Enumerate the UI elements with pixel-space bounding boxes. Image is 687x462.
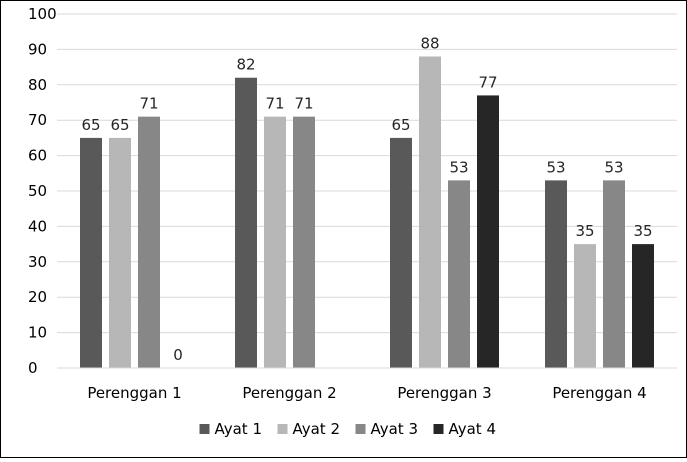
- y-tick-label: 10: [28, 324, 47, 342]
- legend-label: Ayat 4: [449, 420, 497, 438]
- gridlines: [57, 13, 677, 334]
- y-tick-label: 60: [28, 147, 47, 165]
- y-tick-label: 90: [28, 40, 47, 58]
- bar: [477, 95, 499, 369]
- y-tick-label: 20: [28, 288, 47, 306]
- y-tick-label: 0: [28, 359, 38, 377]
- data-label: 65: [391, 116, 410, 134]
- bars: [80, 56, 654, 369]
- bar: [109, 137, 131, 368]
- data-label: 0: [173, 346, 183, 364]
- x-tick-label: Perenggan 1: [87, 384, 181, 402]
- data-label: 71: [139, 95, 158, 113]
- y-tick-label: 100: [28, 5, 57, 23]
- bar: [235, 77, 257, 368]
- x-tick-label: Perenggan 4: [552, 384, 646, 402]
- y-tick-label: 70: [28, 111, 47, 129]
- legend-label: Ayat 3: [371, 420, 419, 438]
- data-label: 71: [294, 95, 313, 113]
- legend-swatch: [199, 424, 210, 434]
- bar: [293, 116, 315, 368]
- data-label: 35: [575, 222, 594, 240]
- bar: [545, 180, 567, 368]
- x-tick-label: Perenggan 3: [397, 384, 491, 402]
- legend-label: Ayat 2: [293, 420, 341, 438]
- legend-label: Ayat 1: [215, 420, 263, 438]
- y-tick-label: 40: [28, 217, 47, 235]
- data-label: 53: [604, 158, 623, 176]
- bar: [264, 116, 286, 368]
- data-label: 71: [265, 95, 284, 113]
- legend: Ayat 1 Ayat 2 Ayat 3 Ayat 4: [199, 420, 497, 438]
- bar: [138, 116, 160, 368]
- y-tick-label: 30: [28, 253, 47, 271]
- bar: [448, 180, 470, 368]
- data-label: 53: [546, 158, 565, 176]
- data-label: 65: [81, 116, 100, 134]
- data-label: 82: [236, 56, 255, 74]
- data-label: 35: [633, 222, 652, 240]
- data-label: 77: [478, 73, 497, 91]
- data-label: 53: [449, 158, 468, 176]
- bar: [390, 137, 412, 368]
- x-tick-label: Perenggan 2: [242, 384, 336, 402]
- data-label: 65: [110, 116, 129, 134]
- bar: [419, 56, 441, 368]
- bar: [80, 137, 102, 368]
- bar: [603, 180, 625, 368]
- legend-swatch: [355, 424, 366, 434]
- y-axis-ticks: 0 10 20 30 40 50 60 70 80 90 100: [28, 5, 57, 377]
- bar: [632, 244, 654, 368]
- bar: [574, 244, 596, 368]
- data-label: 88: [420, 34, 439, 52]
- legend-swatch: [433, 424, 444, 434]
- legend-swatch: [277, 424, 288, 434]
- y-tick-label: 80: [28, 76, 47, 94]
- y-tick-label: 50: [28, 182, 47, 200]
- data-labels: 65 65 71 0 82 71 71 65 88 53 77 53 35 53 35: [81, 34, 652, 364]
- x-axis-ticks: Perenggan 1 Perenggan 2 Perenggan 3 Perengg…: [87, 384, 646, 402]
